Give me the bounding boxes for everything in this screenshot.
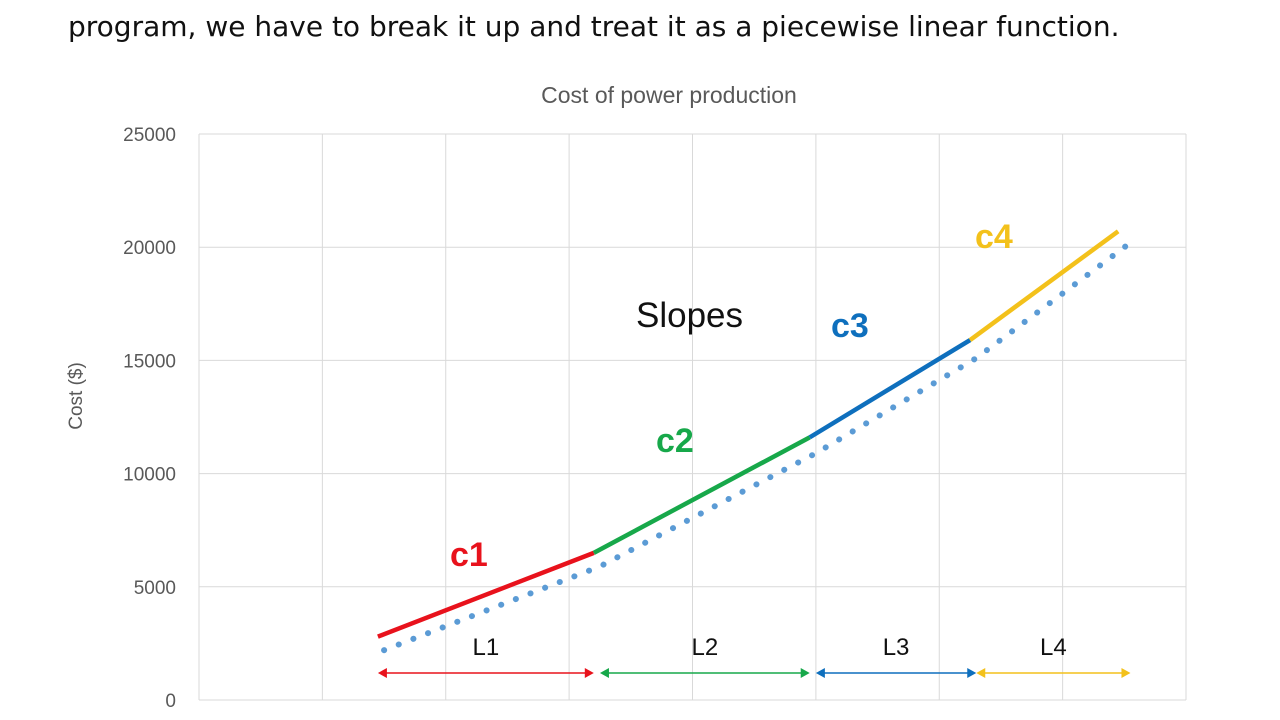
y-tick-labels: 0 5000 10000 15000 20000 25000 — [123, 125, 176, 712]
y-tick-label: 5000 — [134, 578, 176, 599]
y-axis-title: Cost ($) — [66, 362, 87, 430]
segment-label-c3: c3 — [831, 307, 869, 345]
range-arrowhead-left — [976, 668, 986, 678]
range-arrowhead-left — [377, 668, 387, 678]
y-tick-label: 10000 — [123, 465, 176, 486]
cost-curve-line — [381, 239, 1134, 654]
chart-title: Cost of power production — [541, 82, 797, 108]
slope-segments — [377, 229, 1120, 639]
range-label-L2: L2 — [691, 634, 718, 661]
slide-text: program, we have to break it up and trea… — [68, 10, 1268, 44]
y-tick-label: 0 — [165, 691, 176, 712]
y-tick-label: 20000 — [123, 238, 176, 259]
chart-grid — [198, 133, 1187, 701]
segment-c3 — [808, 338, 972, 440]
segment-label-c4: c4 — [975, 218, 1013, 256]
range-arrowhead-right — [584, 668, 594, 678]
range-arrowhead-right — [1121, 668, 1131, 678]
range-arrowhead-right — [967, 668, 977, 678]
segment-label-c1: c1 — [450, 536, 488, 574]
range-arrowhead-left — [815, 668, 825, 678]
range-label-L1: L1 — [472, 634, 499, 661]
segment-c1 — [377, 550, 595, 639]
segment-c4 — [968, 229, 1120, 342]
segment-c2 — [592, 435, 811, 555]
range-label-L4: L4 — [1040, 634, 1067, 661]
dotted-cost-curve — [381, 239, 1134, 654]
slopes-annotation: Slopes — [636, 296, 743, 335]
segment-label-c2: c2 — [656, 422, 694, 460]
y-tick-label: 25000 — [123, 125, 176, 146]
range-arrows: L1 L2 L3 L4 — [377, 634, 1131, 678]
range-arrowhead-right — [800, 668, 810, 678]
range-label-L3: L3 — [883, 634, 910, 661]
slope-labels: c1 c2 c3 c4 — [450, 218, 1013, 574]
range-arrowhead-left — [599, 668, 609, 678]
top-text-line: program, we have to break it up and trea… — [68, 10, 1120, 43]
y-tick-label: 15000 — [123, 351, 176, 372]
